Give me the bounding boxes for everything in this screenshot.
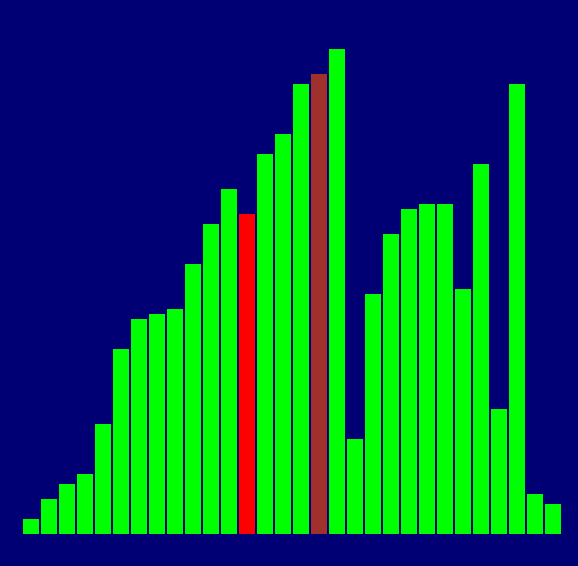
bar xyxy=(41,499,57,534)
bar xyxy=(203,224,219,534)
bar xyxy=(293,84,309,534)
bar xyxy=(95,424,111,534)
bar xyxy=(257,154,273,534)
bar xyxy=(455,289,471,534)
bar xyxy=(419,204,435,534)
bar-highlight-brown xyxy=(311,74,327,534)
bar xyxy=(113,349,129,534)
bar xyxy=(167,309,183,534)
bar xyxy=(545,504,561,534)
bar xyxy=(437,204,453,534)
bar xyxy=(185,264,201,534)
bar xyxy=(491,409,507,534)
bar-group xyxy=(23,49,561,534)
bar xyxy=(383,234,399,534)
bar xyxy=(509,84,525,534)
bar xyxy=(527,494,543,534)
bar xyxy=(77,474,93,534)
bar xyxy=(221,189,237,534)
bar xyxy=(275,134,291,534)
bar xyxy=(23,519,39,534)
bar xyxy=(365,294,381,534)
bar xyxy=(59,484,75,534)
bar-highlight-red xyxy=(239,214,255,534)
bar xyxy=(473,164,489,534)
bar xyxy=(329,49,345,534)
bar xyxy=(347,439,363,534)
bar xyxy=(401,209,417,534)
bar xyxy=(131,319,147,534)
bar xyxy=(149,314,165,534)
